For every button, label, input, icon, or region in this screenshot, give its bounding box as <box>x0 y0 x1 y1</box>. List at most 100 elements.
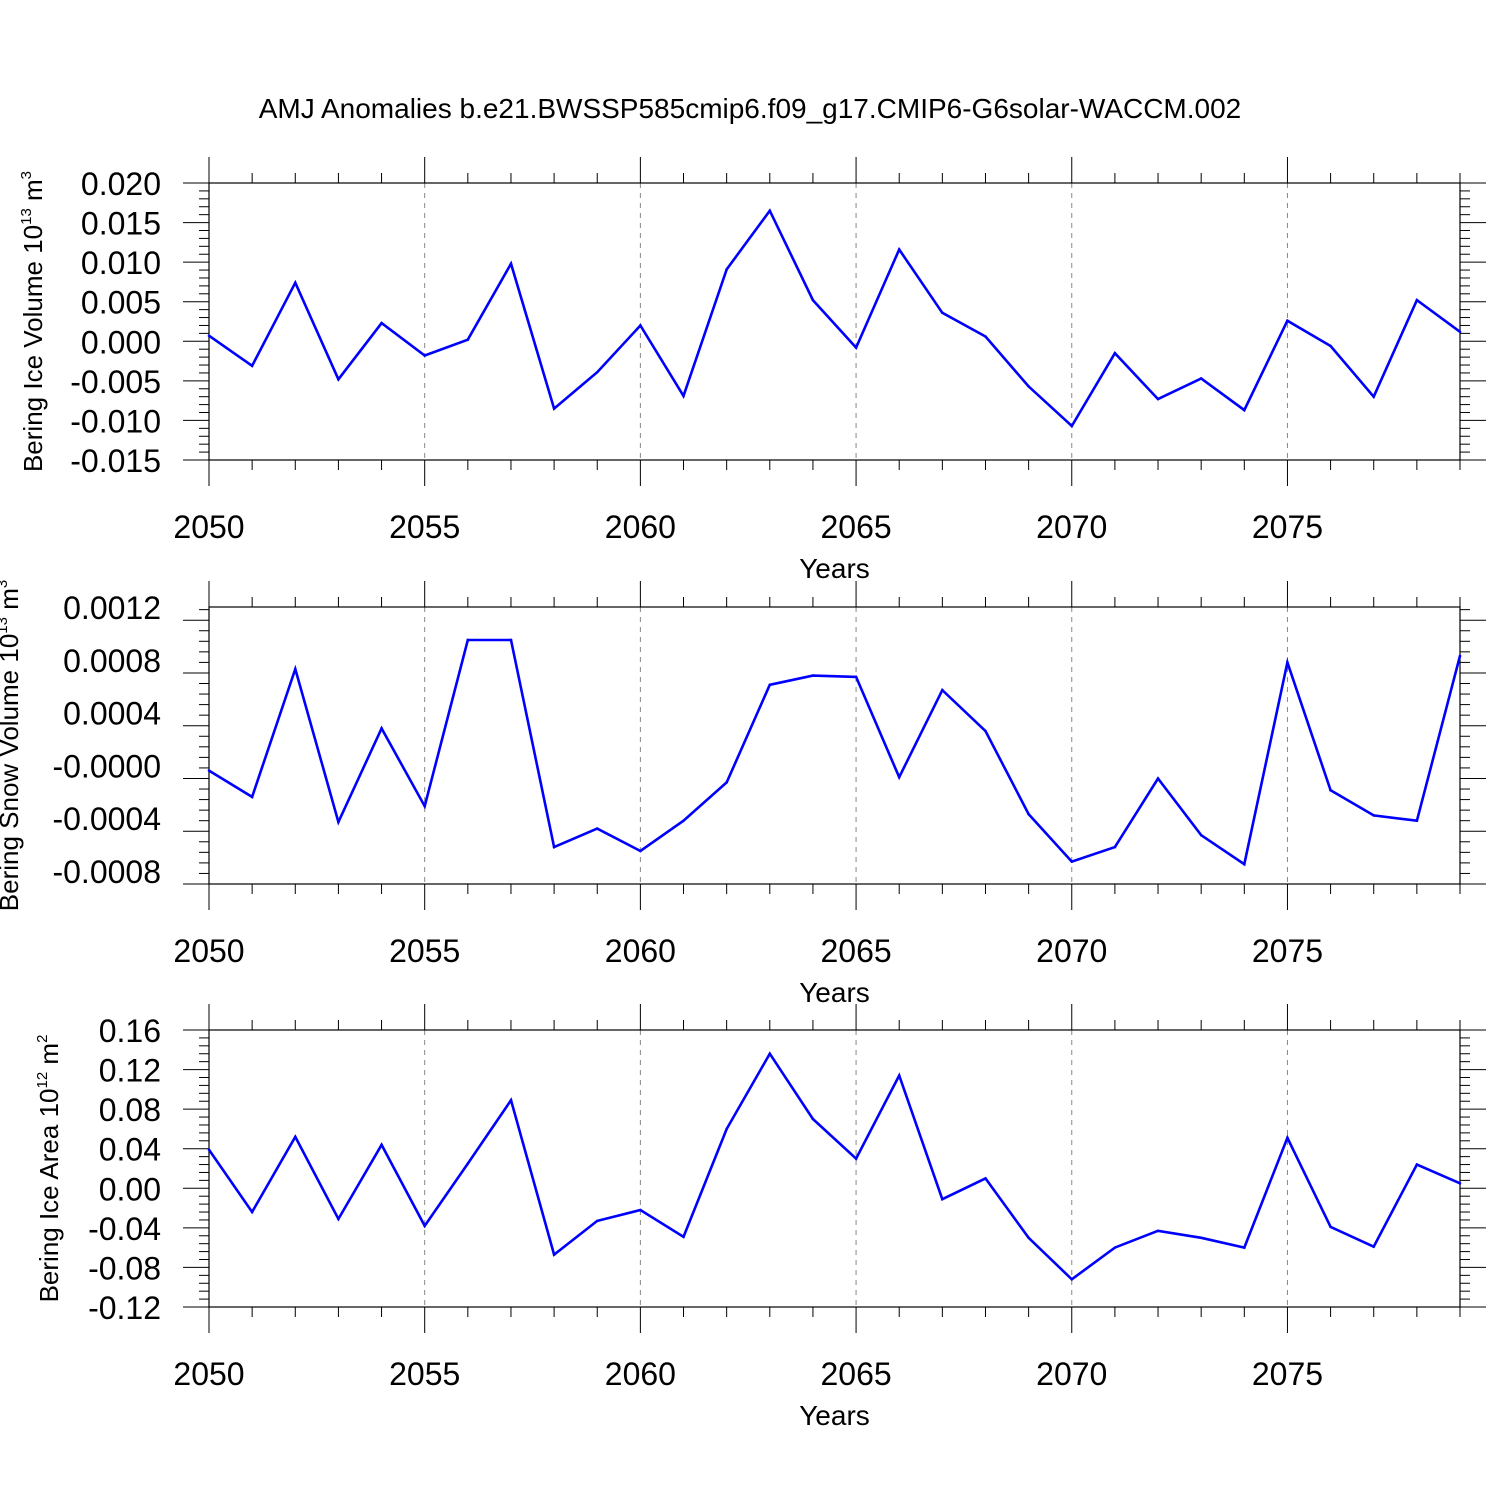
x-tick-label: 2070 <box>1036 1356 1107 1392</box>
y-axis-label: Bering Snow Volume 1013 m3 <box>0 580 24 911</box>
x-tick-label: 2060 <box>605 933 676 969</box>
data-point <box>941 688 944 692</box>
data-point <box>293 667 297 671</box>
y-axis-label-exponent: 13 <box>18 208 35 225</box>
data-point <box>466 1162 470 1165</box>
data-point <box>639 1208 642 1212</box>
data-point <box>552 1253 556 1256</box>
data-point <box>1113 1246 1117 1249</box>
data-point <box>1415 298 1419 302</box>
y-axis-label: Bering Ice Area 1012 m2 <box>34 1035 64 1303</box>
data-point <box>941 1197 944 1201</box>
data-point <box>811 1117 815 1121</box>
data-point <box>337 377 340 381</box>
series-line <box>207 1051 1461 1281</box>
data-point <box>897 775 901 779</box>
data-point <box>552 845 556 849</box>
y-tick-label: 0.12 <box>99 1053 161 1089</box>
data-point <box>1156 777 1160 780</box>
data-point <box>509 638 513 642</box>
data-point <box>337 1217 340 1221</box>
y-tick-label: -0.010 <box>70 403 161 439</box>
x-tick-label: 2060 <box>605 1356 676 1392</box>
data-point <box>639 324 642 327</box>
x-tick-label: 2065 <box>820 933 891 969</box>
data-point <box>1415 819 1419 822</box>
y-tick-label: 0.04 <box>99 1132 161 1168</box>
data-point <box>1372 814 1376 817</box>
data-point <box>1199 377 1203 380</box>
x-axis-label: Years <box>799 977 870 1008</box>
data-point <box>207 1148 211 1152</box>
figure-title: AMJ Anomalies b.e21.BWSSP585cmip6.f09_g1… <box>259 93 1242 124</box>
data-point <box>1156 1229 1160 1233</box>
data-point <box>423 804 426 808</box>
data-point <box>854 1157 858 1160</box>
data-point <box>466 638 470 642</box>
x-tick-label: 2065 <box>820 1356 891 1392</box>
y-tick-label: -0.0000 <box>52 748 161 784</box>
data-point <box>250 1210 254 1214</box>
y-tick-label: 0.00 <box>99 1171 161 1207</box>
data-point <box>854 675 858 679</box>
y-tick-label: -0.0008 <box>52 854 161 890</box>
y-axis-label-unit-exponent: 3 <box>18 171 35 179</box>
data-point <box>337 820 340 824</box>
y-axis-label-unit: m <box>18 179 48 208</box>
data-point <box>811 298 815 302</box>
data-point <box>984 335 987 338</box>
data-point <box>1458 1182 1462 1185</box>
y-axis-label-text: Bering Ice Volume 10 <box>18 225 48 472</box>
x-axis-label: Years <box>799 553 870 584</box>
x-tick-label: 2055 <box>389 933 460 969</box>
x-tick-label: 2070 <box>1036 509 1107 545</box>
data-point <box>595 1219 599 1223</box>
y-tick-label: -0.005 <box>70 364 161 400</box>
data-point <box>897 1074 901 1077</box>
data-point <box>380 321 383 325</box>
data-point <box>725 781 728 784</box>
data-point <box>1027 385 1030 388</box>
panel-3: 2050 2055 2060 2065 2070 2075 Years -0.12 -0.08-… <box>34 1004 1486 1431</box>
data-point <box>725 267 728 271</box>
x-tick-label: 2055 <box>389 1356 460 1392</box>
y-axis-label-unit: m <box>34 1043 64 1072</box>
x-tick-label: 2060 <box>605 509 676 545</box>
data-point <box>250 795 254 799</box>
data-point <box>1156 397 1160 401</box>
data-point <box>1286 319 1289 323</box>
data-point <box>466 338 470 342</box>
x-tick-label: 2075 <box>1252 509 1323 545</box>
data-point <box>1070 860 1074 863</box>
data-point <box>1070 424 1074 428</box>
panel-1: 2050 2055 2060 2065 2070 2075 Years -0.015 -0.01… <box>18 157 1486 584</box>
y-axis-label: Bering Ice Volume 1013 m3 <box>18 171 48 472</box>
data-point <box>1199 833 1203 837</box>
data-point <box>1286 1136 1289 1140</box>
data-point <box>380 1143 383 1147</box>
data-point <box>682 394 685 398</box>
y-tick-label: 0.015 <box>81 206 161 242</box>
series-line <box>208 208 1461 429</box>
y-axis-label-exponent: 12 <box>34 1072 51 1089</box>
y-axis-label-unit-exponent: 2 <box>34 1035 51 1043</box>
data-point <box>768 683 772 687</box>
y-axis-label-unit-exponent: 3 <box>0 580 11 588</box>
data-point <box>207 769 211 772</box>
y-axis-label-text: Bering Snow Volume 10 <box>0 634 24 912</box>
data-point <box>1070 1278 1074 1281</box>
y-tick-label: -0.015 <box>70 443 161 479</box>
data-point <box>595 370 599 374</box>
data-point <box>595 827 599 830</box>
y-tick-label: 0.0012 <box>63 590 161 626</box>
y-tick-label: 0.000 <box>81 324 161 360</box>
y-tick-label: 0.020 <box>81 166 161 202</box>
data-point <box>1458 330 1462 334</box>
data-point <box>1113 351 1117 355</box>
y-tick-label: -0.04 <box>88 1211 161 1247</box>
data-point <box>1458 654 1462 658</box>
plot-frame <box>208 1029 1461 1308</box>
data-point <box>1113 845 1117 849</box>
data-point <box>293 1135 297 1139</box>
